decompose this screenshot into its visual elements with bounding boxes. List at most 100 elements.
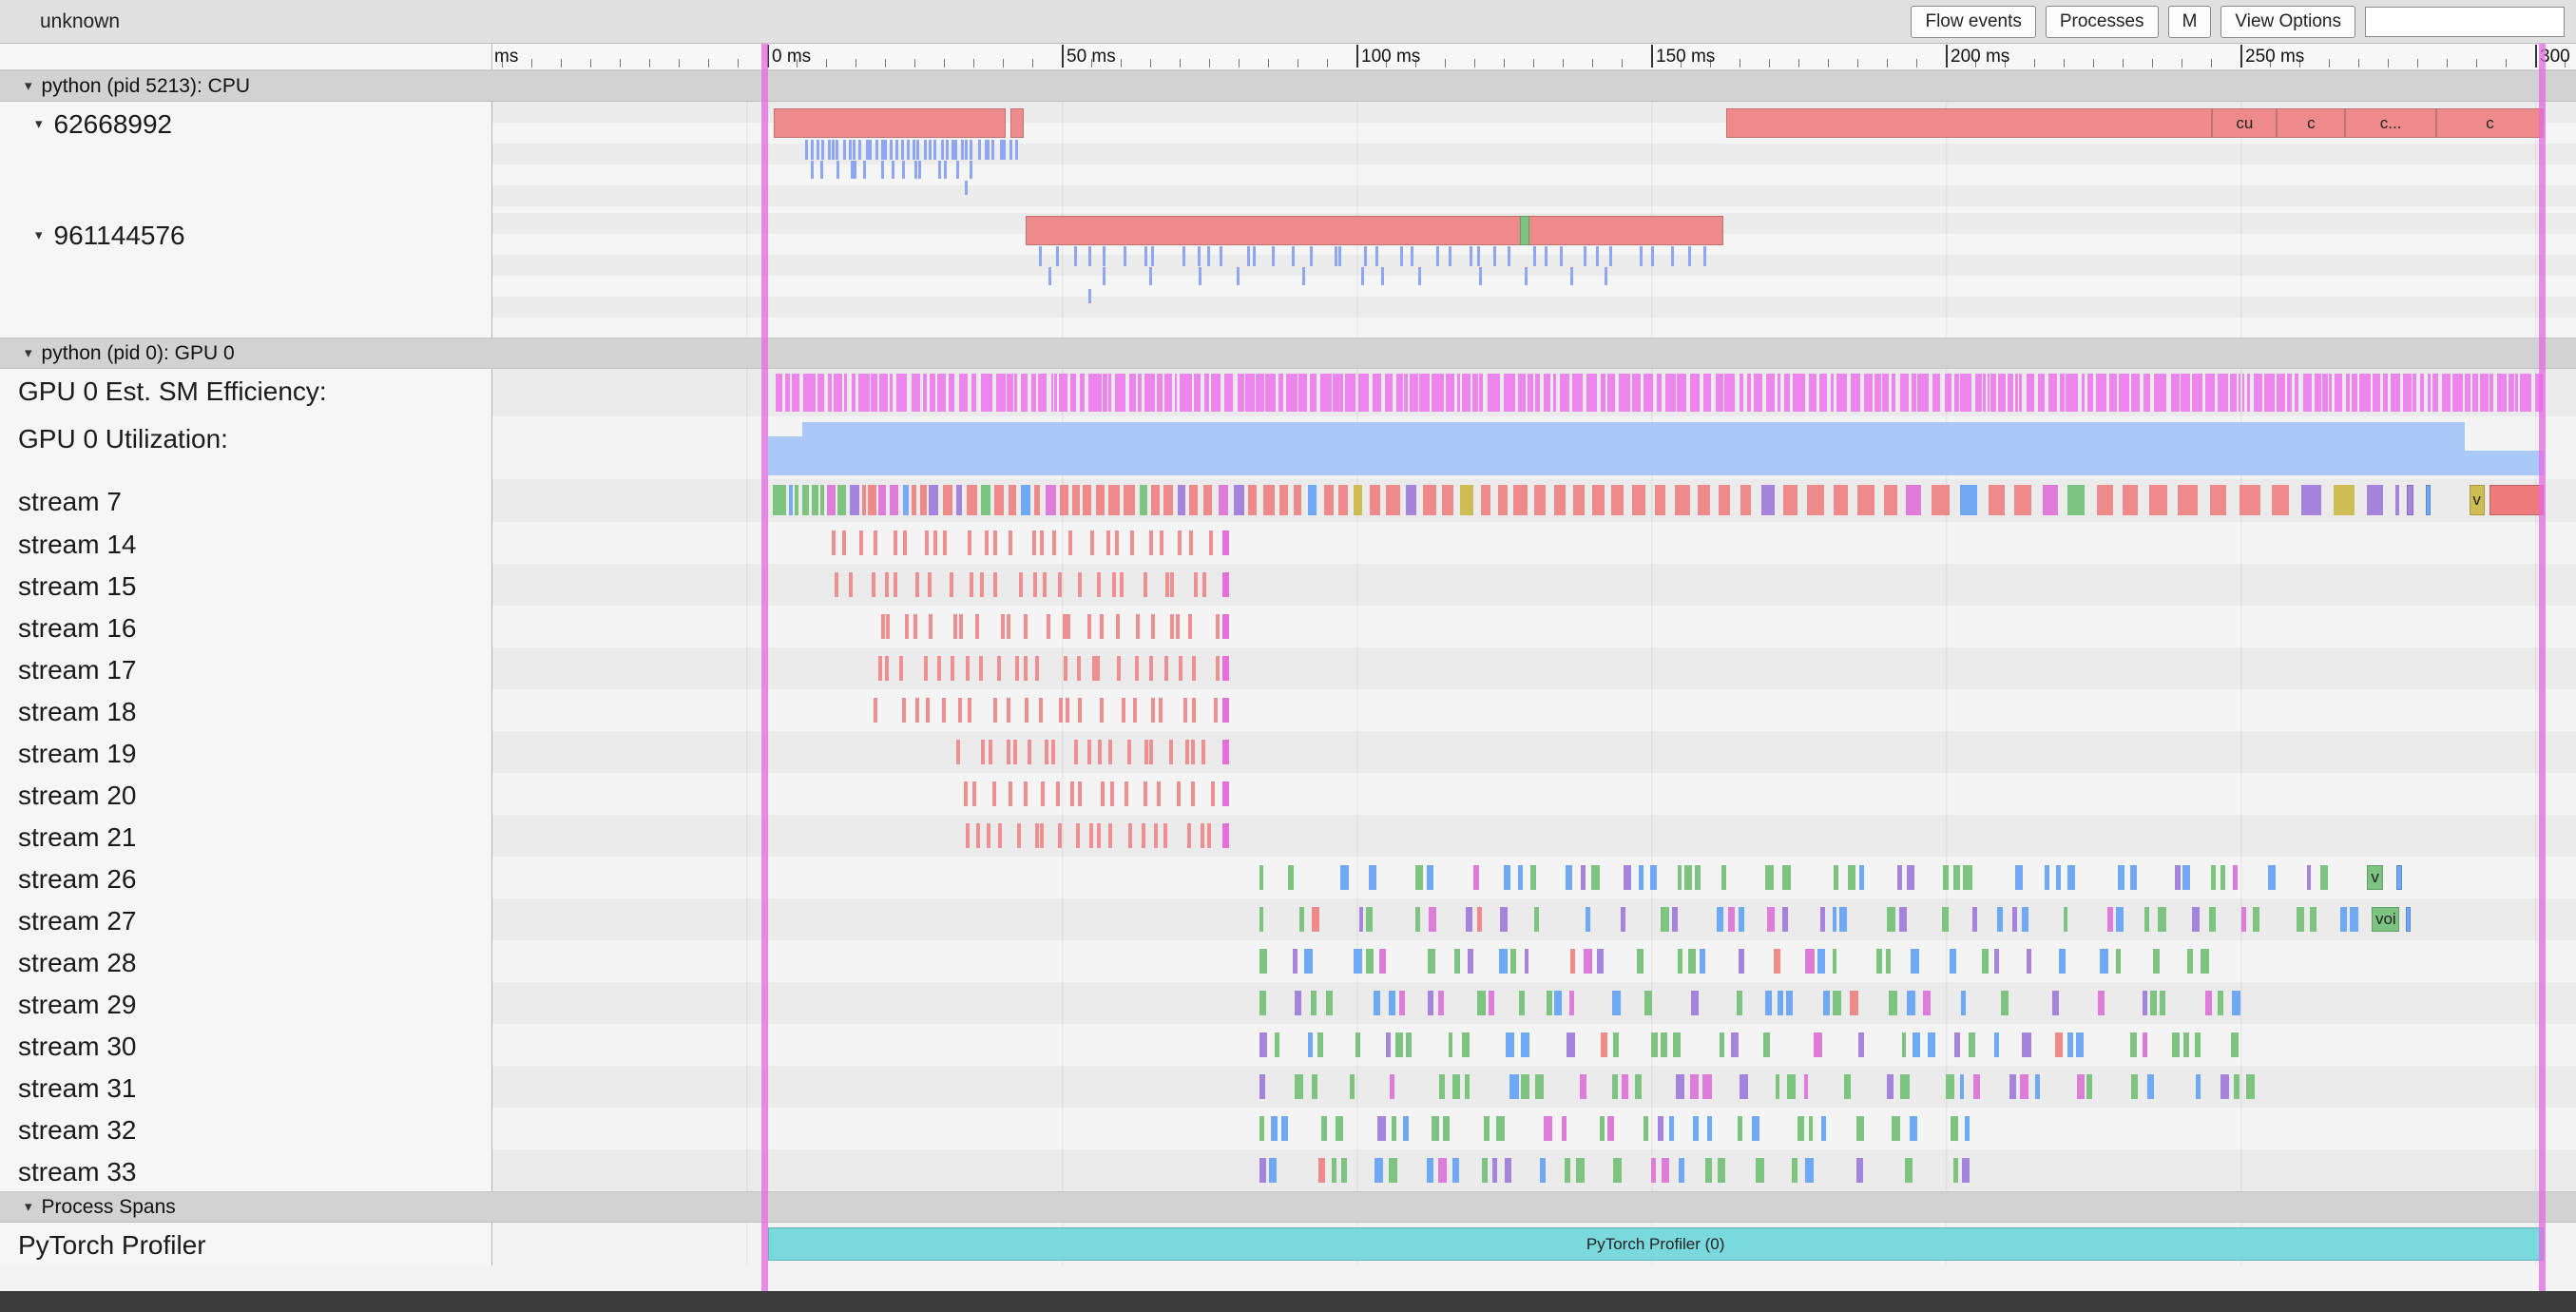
trace-tick[interactable] bbox=[1014, 656, 1019, 681]
trace-tick[interactable] bbox=[1039, 698, 1044, 723]
trace-tick[interactable] bbox=[924, 656, 929, 681]
trace-tick[interactable] bbox=[1454, 949, 1460, 974]
counter-bar[interactable] bbox=[1180, 374, 1192, 412]
trace-tick[interactable] bbox=[1023, 656, 1028, 681]
counter-bar[interactable] bbox=[1619, 374, 1631, 412]
trace-tick[interactable] bbox=[1942, 865, 1950, 890]
trace-slice[interactable] bbox=[1139, 485, 1148, 515]
counter-bar[interactable] bbox=[1553, 374, 1556, 412]
trace-tick[interactable] bbox=[1003, 140, 1007, 160]
trace-tick[interactable] bbox=[1468, 949, 1473, 974]
trace-tick[interactable] bbox=[984, 531, 989, 555]
trace-slice[interactable] bbox=[801, 485, 810, 515]
trace-tick[interactable] bbox=[1843, 1074, 1851, 1099]
trace-tick[interactable] bbox=[1949, 949, 1956, 974]
trace-tick[interactable] bbox=[884, 572, 889, 597]
trace-tick[interactable] bbox=[1098, 740, 1103, 764]
trace-tick[interactable] bbox=[1607, 1116, 1615, 1141]
track-lane-stream-29[interactable] bbox=[492, 982, 2576, 1024]
counter-bar[interactable] bbox=[1014, 374, 1018, 412]
trace-tick[interactable] bbox=[1339, 865, 1350, 890]
trace-tick[interactable] bbox=[1596, 949, 1605, 974]
trace-slice[interactable] bbox=[2406, 485, 2414, 515]
trace-slice[interactable] bbox=[820, 485, 824, 515]
counter-bar[interactable] bbox=[1007, 374, 1014, 412]
trace-tick[interactable] bbox=[1399, 991, 1406, 1015]
trace-tick[interactable] bbox=[1048, 267, 1051, 285]
counter-bar[interactable] bbox=[1793, 374, 1805, 412]
trace-tick[interactable] bbox=[1275, 1032, 1280, 1057]
trace-tick[interactable] bbox=[828, 140, 832, 160]
section-header-process-spans[interactable]: ▾ Process Spans bbox=[0, 1191, 2576, 1223]
trace-tick[interactable] bbox=[1427, 865, 1434, 890]
trace-tick[interactable] bbox=[1088, 289, 1092, 303]
trace-tick[interactable] bbox=[1500, 907, 1509, 932]
trace-tick[interactable] bbox=[871, 572, 875, 597]
trace-slice[interactable] bbox=[1095, 485, 1105, 515]
trace-slice[interactable] bbox=[1151, 485, 1161, 515]
counter-bar[interactable] bbox=[1600, 374, 1605, 412]
trace-tick[interactable] bbox=[1700, 949, 1705, 974]
trace-tick[interactable] bbox=[1198, 267, 1201, 285]
trace-slice[interactable]: c bbox=[2435, 108, 2545, 138]
trace-tick[interactable] bbox=[832, 531, 836, 555]
trace-tick[interactable] bbox=[835, 140, 838, 160]
counter-bar[interactable] bbox=[2254, 374, 2262, 412]
trace-tick[interactable] bbox=[974, 614, 979, 639]
trace-tick[interactable] bbox=[1547, 991, 1552, 1015]
trace-tick[interactable] bbox=[1427, 991, 1433, 1015]
trace-tick[interactable] bbox=[1291, 246, 1295, 266]
counter-bar[interactable] bbox=[1703, 374, 1711, 412]
trace-tick[interactable] bbox=[1928, 1032, 1936, 1057]
counter-area[interactable] bbox=[768, 436, 803, 475]
trace-tick[interactable] bbox=[950, 656, 954, 681]
counter-bar[interactable] bbox=[936, 374, 947, 412]
counter-bar[interactable] bbox=[1559, 374, 1570, 412]
trace-tick[interactable] bbox=[954, 140, 958, 160]
trace-tick[interactable] bbox=[2054, 1032, 2063, 1057]
counter-bar[interactable] bbox=[1953, 374, 1960, 412]
counter-bar[interactable] bbox=[1974, 374, 1983, 412]
trace-tick[interactable] bbox=[961, 140, 965, 160]
counter-bar[interactable] bbox=[2241, 374, 2244, 412]
trace-tick[interactable] bbox=[1819, 907, 1825, 932]
counter-bar[interactable] bbox=[1543, 374, 1551, 412]
trace-tick[interactable] bbox=[2022, 1032, 2031, 1057]
trace-tick[interactable] bbox=[1519, 991, 1525, 1015]
trace-tick[interactable] bbox=[1661, 907, 1670, 932]
counter-bar[interactable] bbox=[2119, 374, 2130, 412]
trace-tick[interactable] bbox=[965, 140, 969, 160]
trace-tick[interactable] bbox=[1032, 572, 1037, 597]
trace-slice[interactable] bbox=[890, 485, 899, 515]
trace-slice[interactable] bbox=[773, 485, 786, 515]
trace-tick[interactable] bbox=[1533, 246, 1537, 266]
counter-bar[interactable] bbox=[1129, 374, 1136, 412]
counter-bar[interactable] bbox=[2059, 374, 2065, 412]
trace-tick[interactable] bbox=[1127, 740, 1132, 764]
trace-tick[interactable] bbox=[2297, 907, 2304, 932]
trace-tick[interactable] bbox=[1312, 907, 1319, 932]
trace-tick[interactable] bbox=[1040, 823, 1045, 848]
toolbar-button-view-options[interactable]: View Options bbox=[2220, 5, 2355, 38]
trace-tick[interactable] bbox=[1201, 572, 1206, 597]
trace-tick[interactable] bbox=[1375, 246, 1378, 266]
trace-tick[interactable] bbox=[905, 614, 910, 639]
counter-bar[interactable] bbox=[2358, 374, 2371, 412]
trace-tick[interactable] bbox=[1687, 246, 1691, 266]
trace-tick[interactable] bbox=[992, 698, 997, 723]
trace-tick[interactable] bbox=[1142, 823, 1146, 848]
trace-tick[interactable] bbox=[1476, 246, 1480, 266]
trace-slice[interactable] bbox=[1279, 485, 1288, 515]
counter-bar[interactable] bbox=[1211, 374, 1221, 412]
trace-tick[interactable] bbox=[1157, 781, 1162, 806]
counter-bar[interactable] bbox=[1309, 374, 1317, 412]
trace-slice[interactable] bbox=[1219, 485, 1229, 515]
trace-tick[interactable] bbox=[1923, 991, 1931, 1015]
trace-slice[interactable] bbox=[1405, 485, 1416, 515]
counter-bar[interactable] bbox=[2420, 374, 2425, 412]
trace-tick[interactable] bbox=[1221, 698, 1229, 723]
trace-slice[interactable] bbox=[811, 485, 818, 515]
counter-bar[interactable] bbox=[1157, 374, 1163, 412]
counter-bar[interactable] bbox=[1030, 374, 1036, 412]
trace-tick[interactable] bbox=[1650, 865, 1657, 890]
